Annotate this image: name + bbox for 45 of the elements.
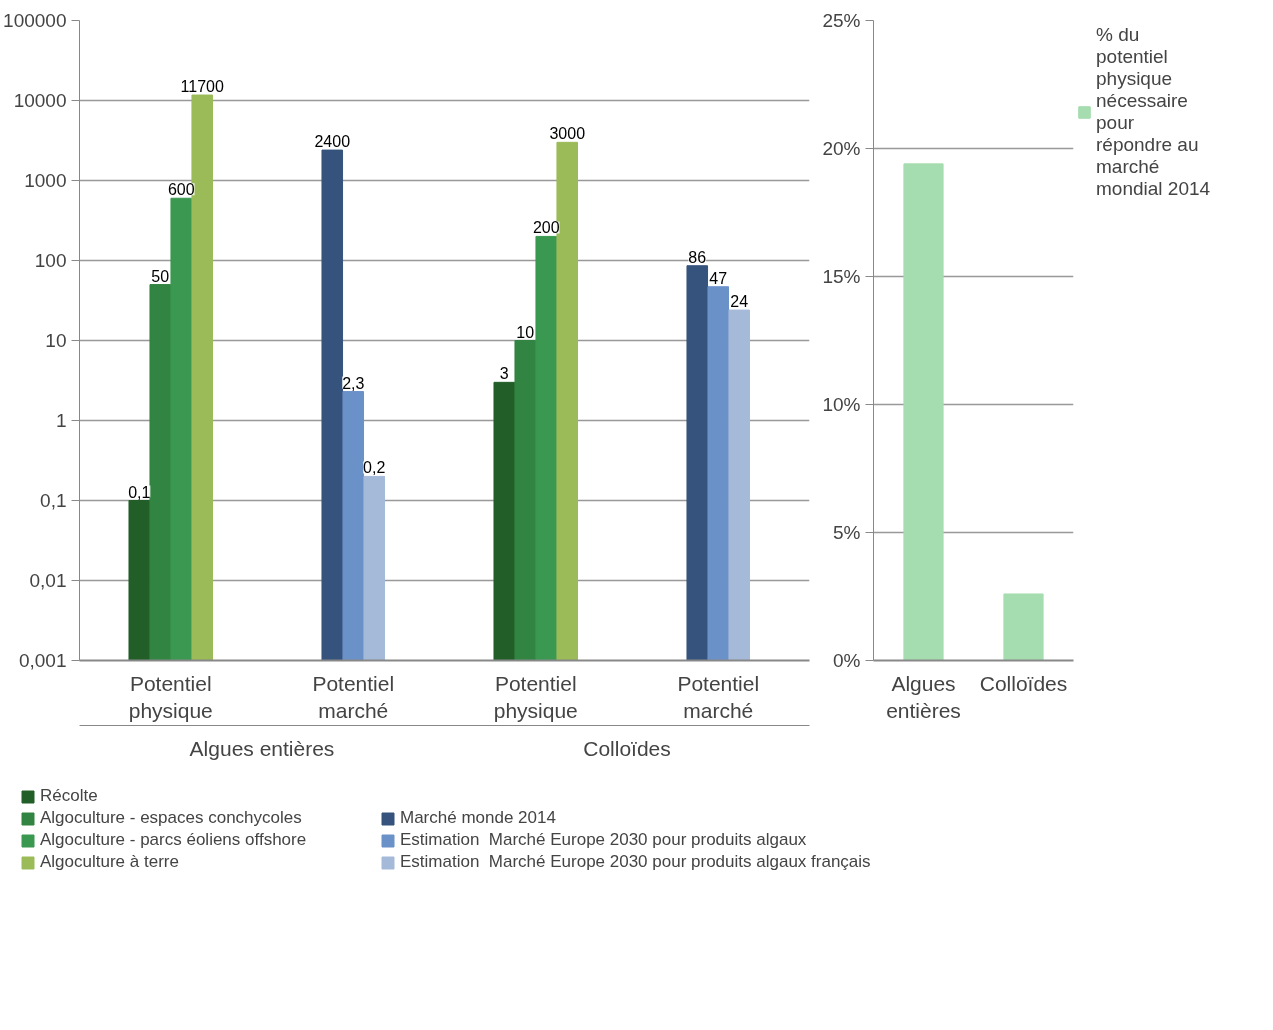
y-tick-label: 100 <box>34 250 67 271</box>
y-tick-label: 0,1 <box>40 490 67 511</box>
y-tick-label: 0% <box>833 650 861 671</box>
x-tick-label: Colloïdes <box>979 671 1068 695</box>
x-tick-label: Algues entières <box>886 671 961 723</box>
data-label: 2400 <box>314 133 351 151</box>
data-label: 47 <box>709 269 728 287</box>
legend-label: Algoculture - parcs éoliens offshore <box>40 830 307 850</box>
text: Algues entières <box>189 736 335 760</box>
data-label: 10 <box>516 323 535 341</box>
data-label: 3000 <box>549 125 586 143</box>
data-label: 86 <box>688 248 707 266</box>
data-label: 50 <box>151 267 170 285</box>
legend-label: Estimation Marché Europe 2030 pour produits algaux français <box>400 852 871 872</box>
data-label: 24 <box>730 293 749 311</box>
x-tick-label: Potentiel marché <box>677 671 760 723</box>
data-label: 3 <box>499 365 509 383</box>
y-tick-label: 1 <box>55 410 67 431</box>
data-label: 2,3 <box>342 374 365 392</box>
data-label: 200 <box>532 219 560 237</box>
y-tick-label: 25% <box>822 10 861 31</box>
y-tick-label: 20% <box>822 138 861 159</box>
legend-label: Algoculture à terre <box>40 852 179 872</box>
legend-label: % du potentiel physique nécessaire pour répondre au marché mondial 2014 <box>1096 24 1211 200</box>
y-tick-label: 1000 <box>24 170 67 191</box>
y-tick-label: 100000 <box>3 10 67 31</box>
x-tick-label: Potentiel physique <box>128 671 213 723</box>
y-tick-label: 10000 <box>13 90 67 111</box>
y-tick-label: 10 <box>45 330 67 351</box>
data-label: 600 <box>167 181 195 199</box>
data-label: 11700 <box>180 78 224 96</box>
legend-label: Estimation Marché Europe 2030 pour produits algaux <box>400 830 807 850</box>
y-tick-label: 10% <box>822 394 861 415</box>
legend-label: Algoculture - espaces conchycoles <box>40 808 302 828</box>
text: Colloïdes <box>583 736 671 760</box>
y-tick-label: 15% <box>822 266 861 287</box>
y-tick-label: 0,001 <box>18 650 67 671</box>
y-tick-label: 5% <box>833 522 861 543</box>
x-tick-label: Potentiel physique <box>493 671 578 723</box>
data-label: 0,2 <box>363 459 386 477</box>
legend-label: Marché monde 2014 <box>400 808 556 828</box>
legend-label: Récolte <box>40 786 98 806</box>
y-tick-label: 0,01 <box>29 570 67 591</box>
x-tick-label: Potentiel marché <box>312 671 395 723</box>
data-label: 0,1 <box>128 483 151 501</box>
